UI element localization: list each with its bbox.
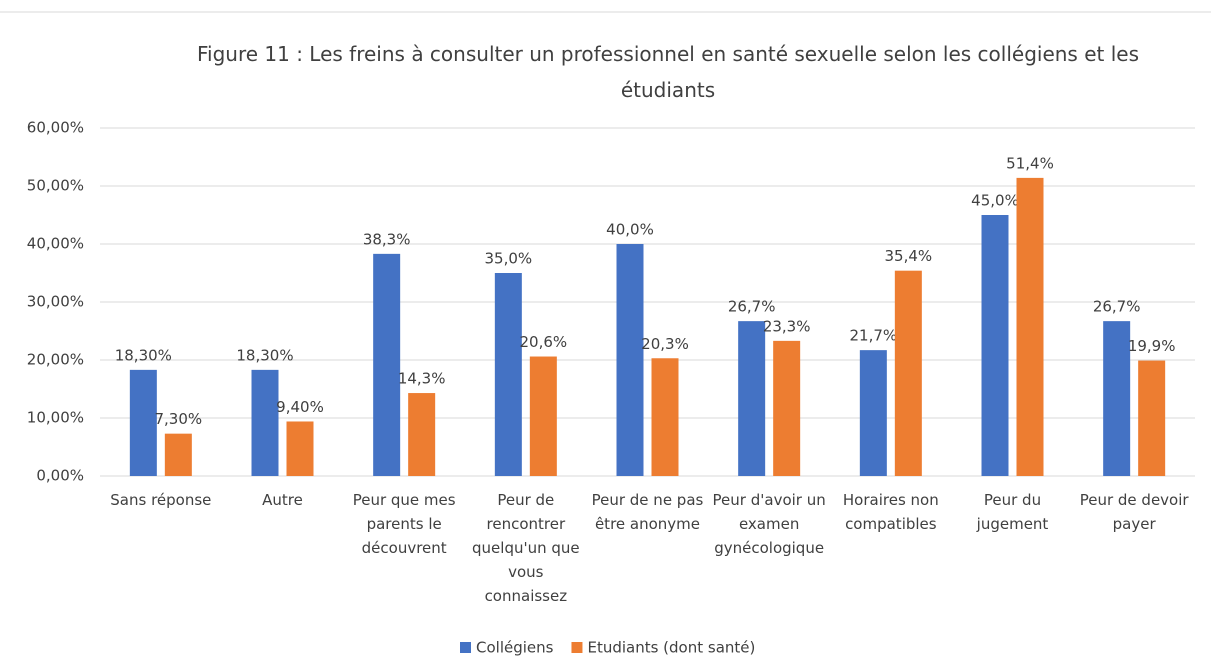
bar [616, 244, 644, 476]
x-tick-label: Peur de rencontrer quelqu'un que vous co… [472, 491, 580, 605]
bar [164, 433, 192, 476]
bar [251, 369, 279, 476]
bar [494, 273, 522, 476]
bar [529, 356, 557, 476]
value-label: 38,3% [363, 230, 411, 248]
bar [1138, 360, 1166, 476]
bar [651, 358, 679, 476]
bar [1103, 321, 1131, 476]
legend-label: Collégiens [476, 639, 554, 657]
chart-title: Figure 11 : Les freins à consulter un pr… [196, 42, 1139, 102]
legend-label: Etudiants (dont santé) [587, 639, 755, 657]
value-label: 18,30% [236, 346, 293, 364]
bar [894, 270, 922, 476]
value-label: 35,0% [485, 250, 533, 268]
bar [773, 340, 801, 476]
value-label: 35,4% [885, 247, 933, 265]
legend-swatch [571, 642, 583, 653]
value-label: 45,0% [971, 192, 1019, 210]
y-tick-label: 60,00% [27, 119, 84, 137]
bar [738, 321, 766, 476]
value-label: 26,7% [728, 298, 776, 316]
value-label: 19,9% [1128, 337, 1176, 355]
value-label: 20,6% [520, 333, 568, 351]
y-tick-label: 40,00% [27, 235, 84, 253]
bar [373, 253, 401, 476]
x-tick-label: Peur de ne pas être anonyme [591, 491, 704, 533]
value-label: 18,30% [115, 346, 172, 364]
y-tick-label: 10,00% [27, 409, 84, 427]
value-label: 51,4% [1006, 154, 1054, 172]
bar [981, 215, 1009, 476]
x-tick-label: Horaires non compatibles [842, 491, 939, 533]
value-label: 7,30% [155, 410, 203, 428]
x-tick-label: Sans réponse [110, 491, 212, 509]
y-tick-label: 20,00% [27, 351, 84, 369]
x-tick-label: Peur du jugement [976, 491, 1049, 533]
bar [286, 421, 314, 476]
bar [1016, 177, 1044, 476]
x-tick-label: Peur de devoir payer [1079, 491, 1189, 533]
value-label: 40,0% [606, 221, 654, 239]
value-label: 9,40% [276, 398, 324, 416]
value-label: 21,7% [850, 327, 898, 345]
bar [859, 350, 887, 476]
value-label: 26,7% [1093, 298, 1141, 316]
bar [129, 369, 157, 476]
y-tick-label: 0,00% [36, 467, 84, 485]
x-tick-label: Autre [262, 491, 303, 509]
value-label: 14,3% [398, 370, 446, 388]
bar [408, 393, 436, 476]
x-tick-label: Peur d'avoir un examen gynécologique [712, 491, 826, 557]
y-tick-label: 30,00% [27, 293, 84, 311]
legend-swatch [460, 642, 471, 653]
y-tick-label: 50,00% [27, 177, 84, 195]
x-tick-label: Peur que mes parents le découvrent [352, 491, 456, 557]
value-label: 23,3% [763, 317, 811, 335]
value-label: 20,3% [641, 335, 689, 353]
